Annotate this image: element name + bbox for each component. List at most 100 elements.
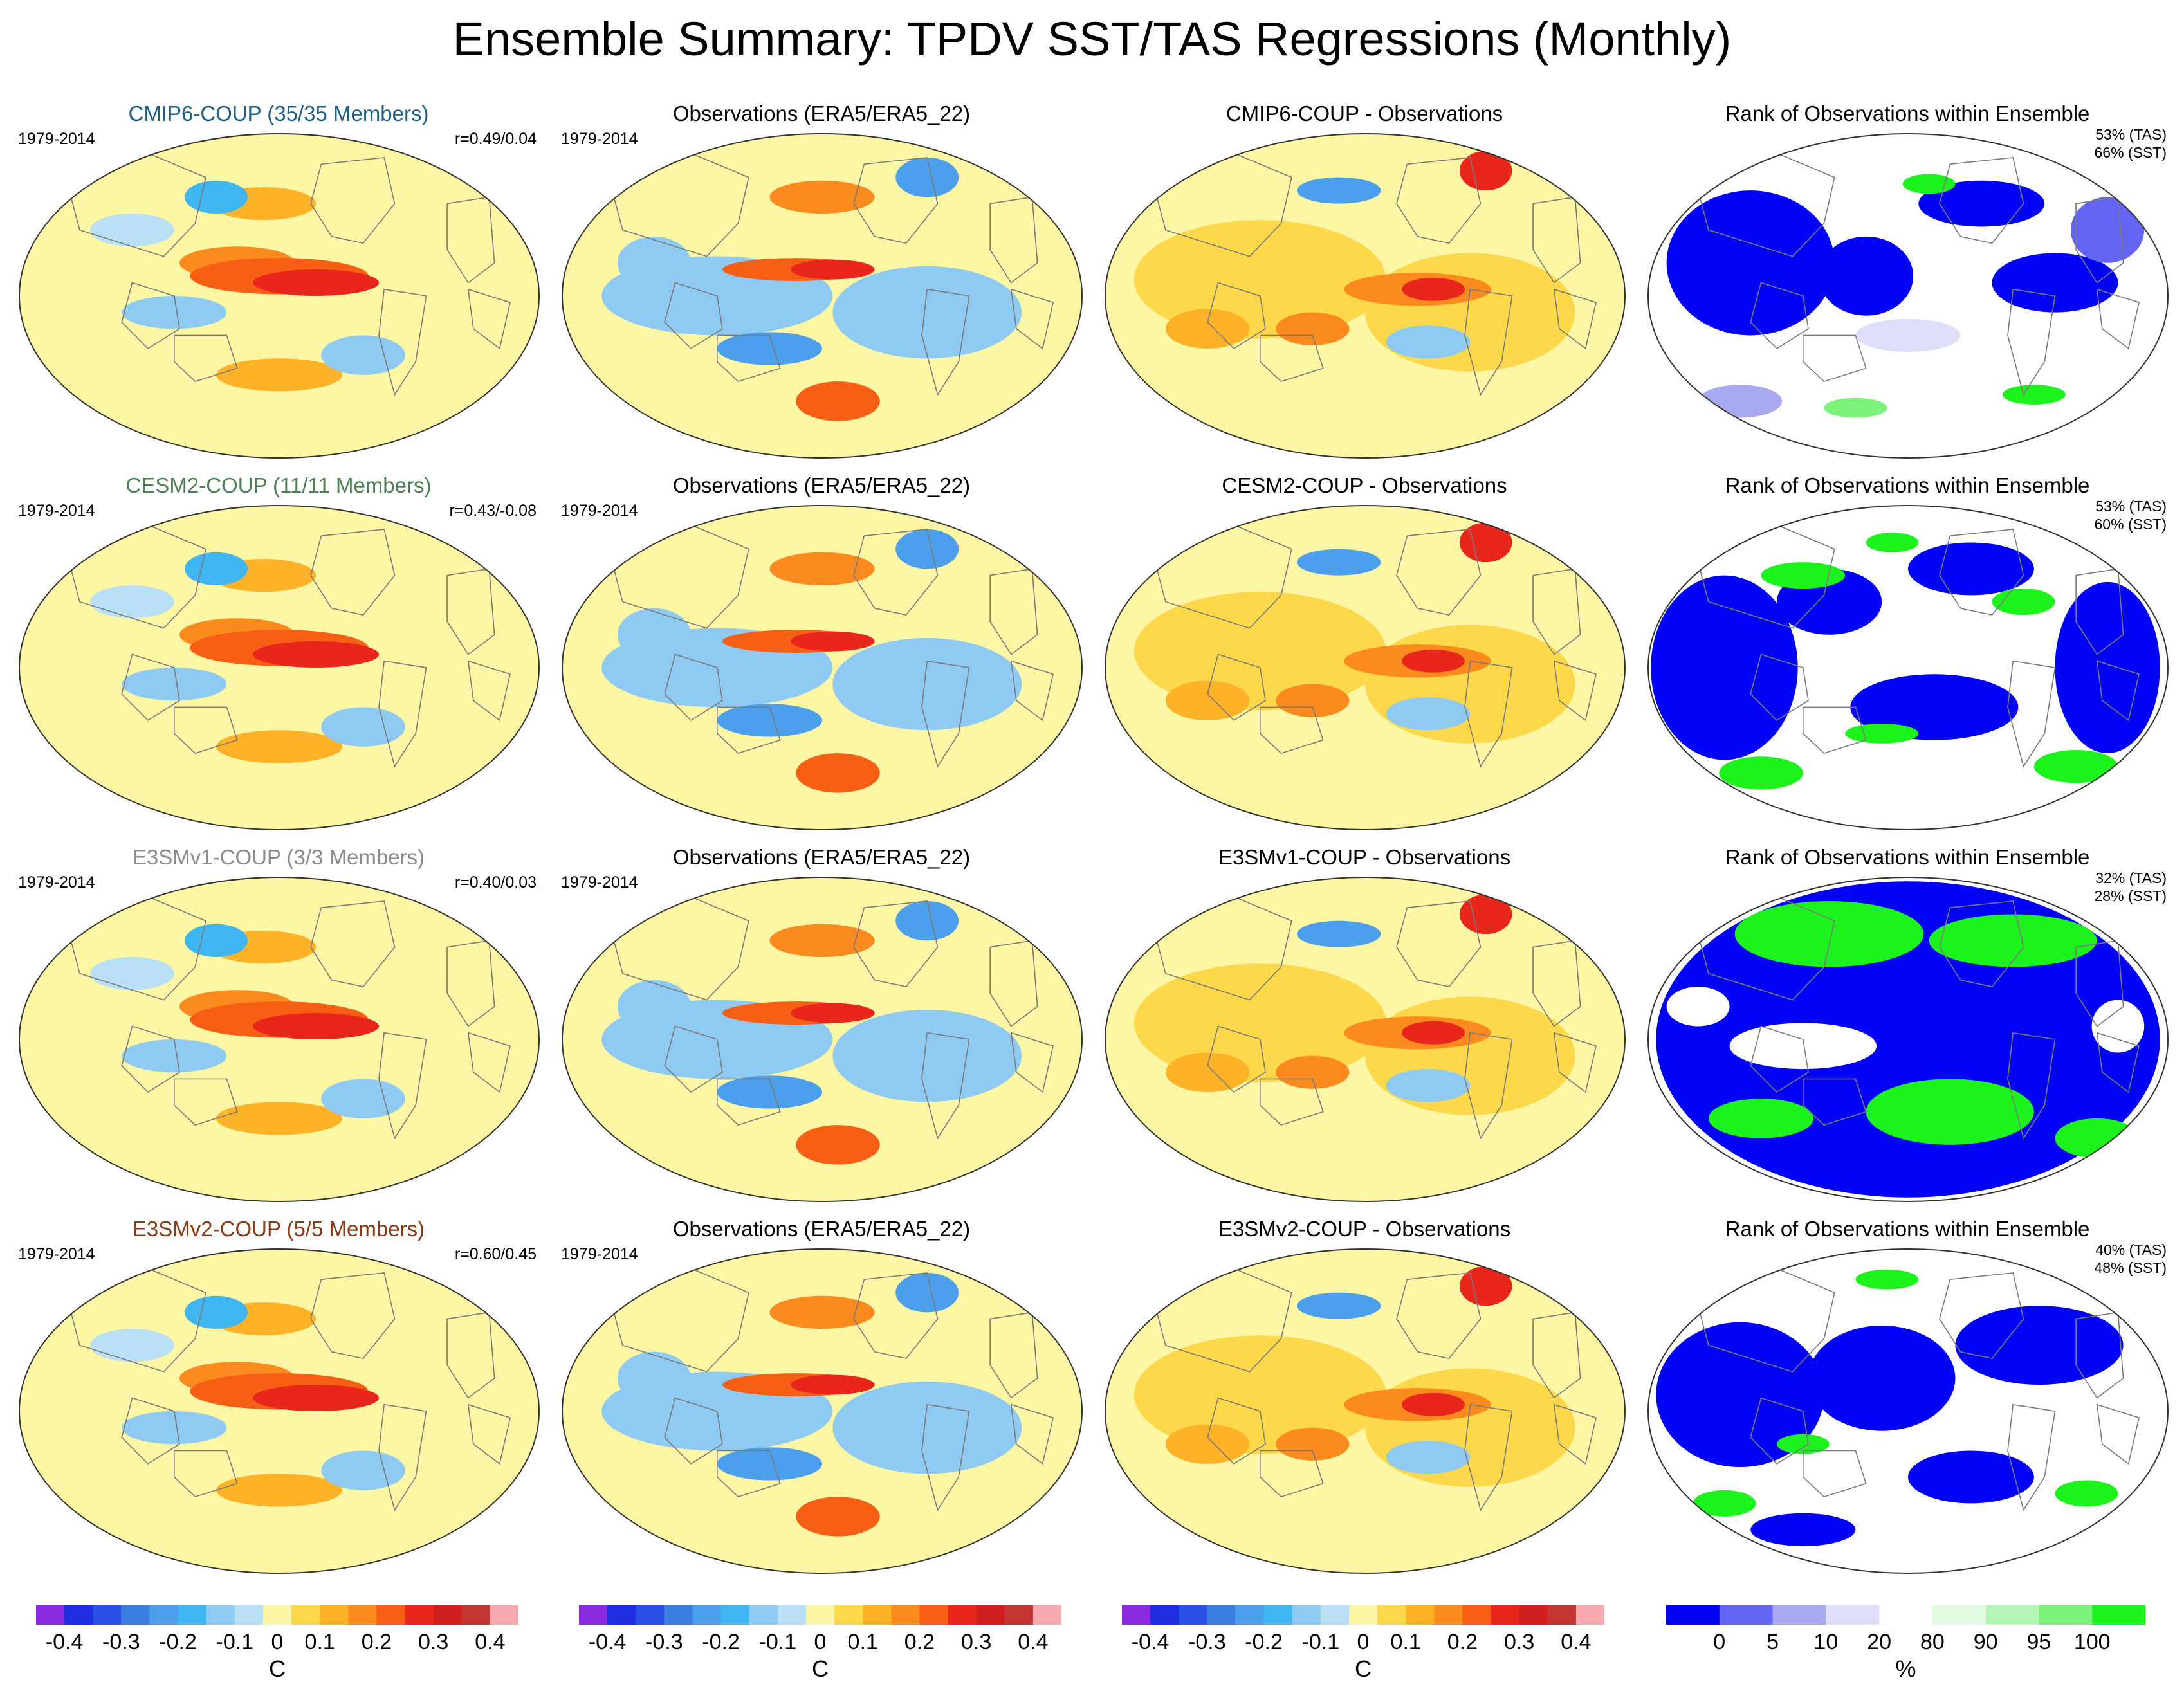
coastline <box>1553 1403 1597 1465</box>
colorbar-tick-label: -0.2 <box>1245 1630 1283 1654</box>
coastline <box>1396 1272 1482 1359</box>
field-contour <box>1296 177 1381 204</box>
pattern-correlation-label: r=0.60/0.45 <box>454 1245 537 1263</box>
colorbar-swatch <box>919 1605 949 1625</box>
coastline <box>921 660 970 768</box>
colorbar-tick-label: 0.1 <box>1390 1630 1421 1654</box>
coastline <box>378 1032 427 1140</box>
field-contour <box>791 1374 875 1395</box>
coastline <box>1939 900 2024 987</box>
map-border <box>1647 1248 2169 1574</box>
coastline <box>174 1078 238 1126</box>
colorbar-swatch <box>149 1605 179 1625</box>
colorbar-tick-label: 0 <box>271 1630 284 1654</box>
coastline <box>1803 1078 1867 1126</box>
field-contour <box>617 980 691 1033</box>
field-contour <box>1402 1021 1465 1045</box>
map-svg <box>1647 505 2169 830</box>
field-contour <box>1165 1424 1250 1464</box>
colorbar-swatch <box>348 1605 377 1625</box>
coastline <box>853 157 939 244</box>
coastline <box>467 288 511 350</box>
field-contour <box>2091 1000 2145 1053</box>
colorbar-swatch <box>376 1605 406 1625</box>
coastline <box>1692 1265 1835 1373</box>
field-contour <box>1866 533 1919 552</box>
map-border <box>562 877 1083 1202</box>
panel-obs-row3: Observations (ERA5/ERA5_22) 1979-2014 <box>548 845 1095 1205</box>
coastline <box>1149 522 1292 629</box>
panel-rank-row3: Rank of Observations within Ensemble 32% … <box>1634 845 2181 1205</box>
colorbar-tick-label: 90 <box>1973 1630 1998 1654</box>
panel-title: Rank of Observations within Ensemble <box>1725 473 2090 497</box>
coastline <box>1149 893 1292 1001</box>
panel-rank-row4: Rank of Observations within Ensemble 40% … <box>1634 1217 2181 1577</box>
colorbar-tick-label: -0.1 <box>758 1630 797 1654</box>
field-contour <box>895 900 959 941</box>
coastline <box>310 529 396 616</box>
panel-title: E3SMv1-COUP - Observations <box>1218 845 1511 869</box>
field-contour <box>832 637 1022 731</box>
pattern-correlation-label: r=0.40/0.03 <box>454 873 537 891</box>
colorbar-unit: C <box>812 1656 829 1682</box>
colorbar-tick-label: 0.3 <box>1504 1630 1535 1654</box>
field-contour <box>253 1385 380 1411</box>
colorbar-swatch <box>692 1605 722 1625</box>
map-background <box>19 1249 539 1573</box>
colorbar-swatch <box>1826 1605 1880 1625</box>
field-contour <box>1666 987 1730 1027</box>
field-contour <box>1165 309 1250 349</box>
field-contour <box>90 1329 174 1362</box>
map-svg <box>562 505 1083 830</box>
colorbar-swatch <box>1879 1605 1933 1625</box>
colorbar-tick-label: -0.1 <box>216 1630 254 1654</box>
colorbar-swatch <box>1207 1605 1236 1625</box>
coastline <box>1532 1311 1581 1399</box>
field-contour <box>895 157 959 197</box>
field-contour <box>769 552 875 585</box>
coastline <box>717 706 781 754</box>
colorbar-tick-label: 0.2 <box>904 1630 935 1654</box>
colorbar-tick-label: 0.1 <box>304 1630 335 1654</box>
field-contour <box>1708 1099 1814 1138</box>
coastline <box>1464 288 1513 396</box>
colorbar-swatch <box>1985 1605 2039 1625</box>
panel-title: E3SMv1-COUP (3/3 Members) <box>132 845 425 869</box>
colorbar-swatch <box>1575 1605 1604 1625</box>
coastline <box>1207 282 1266 349</box>
field-contour <box>1955 1306 2124 1385</box>
field-contour <box>253 1013 380 1039</box>
field-contour <box>1459 522 1512 563</box>
field-contour <box>832 1009 1022 1102</box>
field-contour <box>1734 900 1924 967</box>
field-contour <box>1276 1055 1350 1089</box>
coastline <box>63 150 206 257</box>
coastline <box>664 282 723 349</box>
coastline <box>1939 1272 2024 1359</box>
field-contour <box>832 266 1022 359</box>
field-contour <box>1855 318 1961 352</box>
colorbar-swatch <box>720 1605 750 1625</box>
field-contour <box>1992 253 2118 313</box>
panel-model-row3: E3SMv1-COUP (3/3 Members) 1979-2014 r=0.40… <box>5 845 552 1205</box>
colorbar-swatch <box>1150 1605 1179 1625</box>
map-svg <box>1105 505 1626 830</box>
colorbar-unit: C <box>1355 1656 1372 1682</box>
field-contour <box>1459 894 1512 935</box>
period-label: 1979-2014 <box>561 1245 638 1263</box>
field-contour <box>1693 1490 1756 1517</box>
coastline <box>853 900 939 987</box>
field-contour <box>1165 1052 1250 1092</box>
field-contour <box>1656 1322 1824 1468</box>
panel-obs-row1: Observations (ERA5/ERA5_22) 1979-2014 <box>548 102 1095 462</box>
panel-title: Rank of Observations within Ensemble <box>1725 102 2090 125</box>
coastline <box>310 900 396 987</box>
map-svg <box>1647 877 2169 1202</box>
coastline <box>1553 660 1597 722</box>
coastline <box>1553 1032 1597 1093</box>
map-svg <box>19 1248 540 1574</box>
colorbar-tick-label: 20 <box>1867 1630 1892 1654</box>
colorbar-swatch <box>121 1605 150 1625</box>
field-contour <box>2033 750 2118 783</box>
map-border <box>1647 505 2169 830</box>
